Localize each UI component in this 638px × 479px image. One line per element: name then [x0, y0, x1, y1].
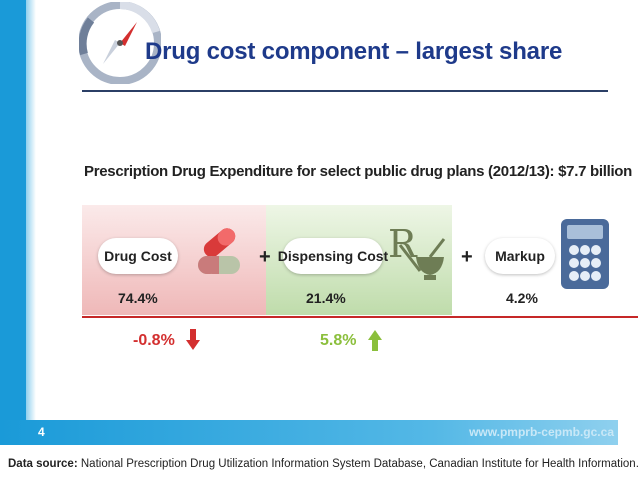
- title-divider: [82, 90, 608, 92]
- markup-share: 4.2%: [506, 290, 538, 306]
- dispensing-cost-change: 5.8%: [320, 332, 357, 349]
- rx-mortar-icon: R: [388, 222, 446, 280]
- markup-label: Markup: [485, 238, 555, 274]
- drug-cost-share: 74.4%: [118, 290, 158, 306]
- plus-sign-2: +: [461, 246, 473, 268]
- compass-icon: [79, 2, 161, 84]
- left-accent-band: [0, 0, 26, 445]
- footer-bar: [0, 420, 618, 445]
- calculator-icon: [561, 219, 609, 289]
- page-number: 4: [38, 425, 45, 439]
- source-label: Data source:: [8, 458, 78, 470]
- dispensing-cost-share: 21.4%: [306, 290, 346, 306]
- baseline-rule: [82, 316, 638, 318]
- pills-icon: [198, 228, 240, 274]
- website-link[interactable]: www.pmprb-cepmb.gc.ca: [469, 425, 614, 439]
- data-source-note: Data source: National Prescription Drug …: [8, 458, 638, 470]
- slide-title: Drug cost component – largest share: [145, 38, 563, 65]
- source-text: National Prescription Drug Utilization I…: [80, 458, 638, 470]
- drug-cost-change: -0.8%: [133, 332, 175, 349]
- dispensing-cost-label: Dispensing Cost: [278, 238, 388, 274]
- figure-subtitle: Prescription Drug Expenditure for select…: [84, 163, 633, 180]
- plus-sign-1: +: [259, 246, 271, 268]
- drug-cost-label: Drug Cost: [98, 238, 178, 274]
- arrow-up-icon: [368, 330, 382, 351]
- left-accent-gradient: [26, 0, 36, 445]
- svg-text:R: R: [388, 222, 418, 266]
- arrow-down-icon: [186, 329, 200, 350]
